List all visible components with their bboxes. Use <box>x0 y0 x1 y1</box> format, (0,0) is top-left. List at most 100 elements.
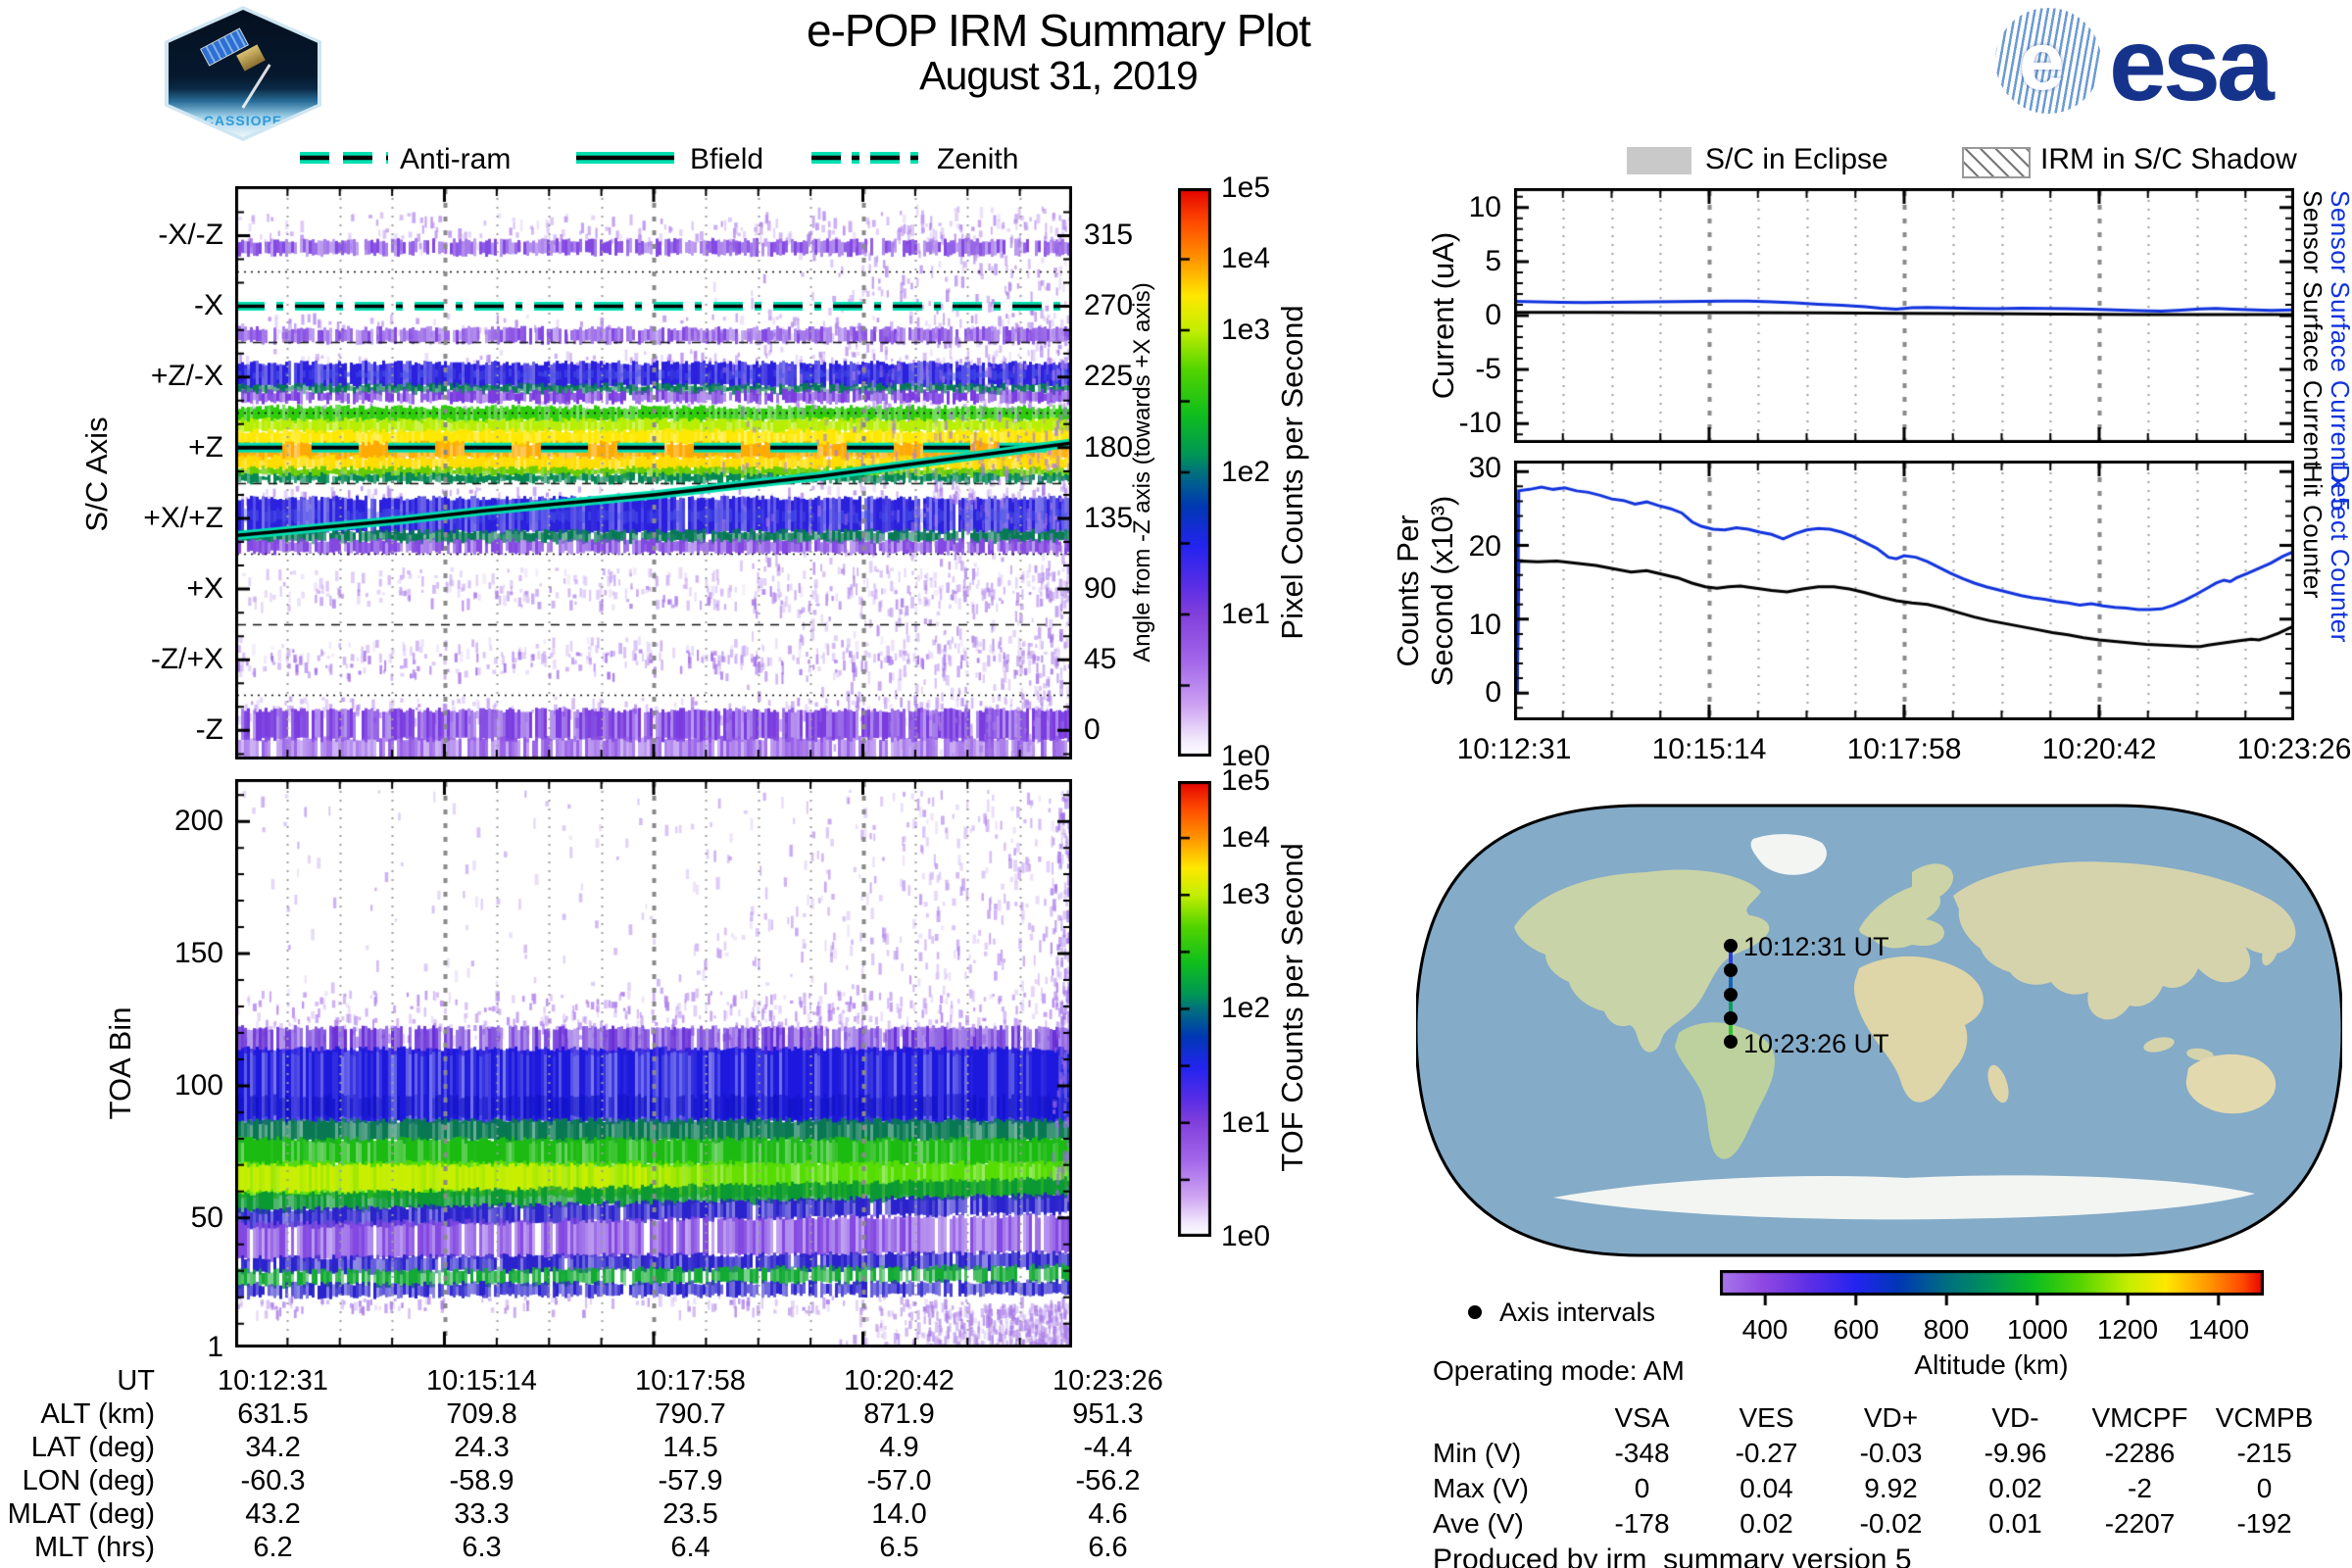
voltage-col-header: VES <box>1739 1402 1794 1433</box>
counts-tick: 0 <box>1485 676 1501 709</box>
toa-spectrogram <box>235 779 1072 1348</box>
cassiope-logo-art: CASSIOPE <box>169 10 318 137</box>
colorbar-tick: 1e2 <box>1221 992 1271 1024</box>
voltage-row-label: Min (V) <box>1433 1438 1522 1468</box>
axis-row-label: -Z/+X <box>150 643 223 675</box>
track-dot <box>1724 939 1738 953</box>
ephemeris-cell: 631.5 <box>237 1398 309 1430</box>
zenith-legend-label: Zenith <box>937 143 1019 175</box>
track-end-time: 10:23:26 UT <box>1743 1029 1889 1058</box>
produced-by-footer: Produced by irm_summary version 5 <box>1433 1544 1912 1568</box>
operating-mode-label: Operating mode: AM <box>1433 1355 1685 1386</box>
ephemeris-cell: 951.3 <box>1072 1398 1144 1430</box>
axis-row-label: +X <box>186 572 223 605</box>
shadow-hatch-swatch-icon <box>1962 147 2031 178</box>
bfield-legend-label: Bfield <box>690 143 764 175</box>
current-tick: 10 <box>1468 191 1501 223</box>
colorbar-tick: 1e5 <box>1221 764 1271 797</box>
counts-tick: 20 <box>1468 530 1501 563</box>
ephemeris-cell: 6.4 <box>670 1532 710 1563</box>
ephemeris-cell: 34.2 <box>245 1432 301 1463</box>
current-tick: -5 <box>1475 353 1501 385</box>
ephemeris-cell: 10:17:58 <box>635 1365 746 1396</box>
axis-row-label: +Z <box>188 431 223 464</box>
voltage-cell: 0.02 <box>1740 1508 1793 1539</box>
bfield-line-icon <box>576 152 674 164</box>
voltage-col-header: VCMPB <box>2215 1402 2314 1433</box>
counters-plot <box>1514 461 2294 720</box>
time-tick: 10:15:14 <box>1651 733 1767 765</box>
ephemeris-cell: 14.5 <box>662 1432 718 1463</box>
ephemeris-cell: 14.0 <box>871 1498 927 1530</box>
ephemeris-cell: 43.2 <box>245 1498 301 1530</box>
hit-counter-label: Hit Counter <box>2298 465 2328 599</box>
anti-ram-line-icon <box>300 152 388 164</box>
esa-globe-icon: e <box>1995 8 2101 114</box>
angle-tick: 225 <box>1084 360 1134 392</box>
voltage-cell: 0 <box>2256 1473 2273 1503</box>
ephemeris-cell: 6.5 <box>879 1532 919 1563</box>
ephemeris-cell: -4.4 <box>1083 1432 1133 1463</box>
axis-intervals-label: Axis intervals <box>1499 1298 1656 1327</box>
cassiope-mission-logo: CASSIOPE <box>165 6 321 141</box>
page-title: e-POP IRM Summary Plot <box>807 5 1311 56</box>
toa-tick: 150 <box>173 937 223 969</box>
sensor-surface-current-label: Sensor Surface Current <box>2298 190 2328 469</box>
track-dot <box>1724 988 1738 1002</box>
voltage-cell: -348 <box>1614 1438 1670 1468</box>
ephemeris-row-lat: LAT (deg) 34.2 24.3 14.5 4.9 -4.4 <box>0 1431 1212 1464</box>
voltage-table-row: Min (V) -348 -0.27 -0.03 -9.96 -2286 -21… <box>1433 1437 2327 1470</box>
shadow-legend-label: IRM in S/C Shadow <box>2040 143 2297 175</box>
voltage-cell: -0.03 <box>1859 1438 1923 1468</box>
voltage-cell: 0.01 <box>1988 1508 2042 1539</box>
tof-colorbar <box>1178 781 1211 1237</box>
voltage-cell: -215 <box>2236 1438 2292 1468</box>
ephemeris-cell: 33.3 <box>454 1498 510 1530</box>
pixel-colorbar-label: Pixel Counts per Second <box>1275 305 1309 640</box>
ephemeris-row-label: MLT (hrs) <box>34 1532 155 1563</box>
voltage-col-header: VMCPF <box>2091 1402 2188 1433</box>
detect-counter-label: Detect Counter <box>2326 465 2352 643</box>
esa-e-glyph: e <box>2019 15 2065 107</box>
ephemeris-cell: -56.2 <box>1075 1465 1141 1496</box>
altitude-tick: 1200 <box>2096 1314 2159 1345</box>
world-map: 10:12:31 UT 10:23:26 UT <box>1416 804 2342 1257</box>
voltage-table-header: VSA VES VD+ VD- VMCPF VCMPB <box>1433 1401 2327 1435</box>
ephemeris-cell: -60.3 <box>240 1465 306 1496</box>
altitude-tick: 1000 <box>2006 1314 2069 1345</box>
current-tick: 0 <box>1485 299 1501 331</box>
altitude-tick: 600 <box>1833 1314 1880 1345</box>
altitude-tick: 400 <box>1741 1314 1788 1345</box>
ephemeris-cell: 10:12:31 <box>218 1365 328 1396</box>
ephemeris-cell: 10:23:26 <box>1053 1365 1163 1396</box>
colorbar-tick: 1e1 <box>1221 1106 1271 1139</box>
altitude-colorbar <box>1720 1270 2264 1307</box>
ephemeris-cell: 6.6 <box>1088 1532 1128 1563</box>
current-tick: 5 <box>1485 245 1501 277</box>
ground-track: 10:12:31 UT 10:23:26 UT <box>1724 932 1889 1058</box>
colorbar-tick: 1e3 <box>1221 314 1271 346</box>
ephemeris-cell: 871.9 <box>863 1398 935 1430</box>
voltage-row-label: Max (V) <box>1433 1473 1529 1503</box>
ephemeris-cell: 4.9 <box>879 1432 919 1463</box>
colorbar-tick: 1e1 <box>1221 598 1271 630</box>
counts-tick: 30 <box>1468 452 1501 484</box>
voltage-cell: -192 <box>2236 1508 2292 1539</box>
ephemeris-cell: 709.8 <box>446 1398 517 1430</box>
altitude-tick: 800 <box>1923 1314 1970 1345</box>
anti-ram-legend-label: Anti-ram <box>400 143 512 175</box>
time-tick: 10:17:58 <box>1846 733 1962 765</box>
voltage-cell: -2207 <box>2104 1508 2176 1539</box>
toa-tick: 1 <box>207 1331 223 1363</box>
pixel-colorbar <box>1178 188 1211 757</box>
toa-tick: 200 <box>173 805 223 837</box>
axis-row-label: -Z <box>195 713 223 746</box>
voltage-cell: -2286 <box>2104 1438 2176 1468</box>
time-tick: 10:23:26 <box>2236 733 2352 765</box>
counts-tick: 10 <box>1468 609 1501 641</box>
ephemeris-cell: -57.9 <box>658 1465 723 1496</box>
current-tick: -10 <box>1458 407 1501 439</box>
ephemeris-cell: 24.3 <box>454 1432 510 1463</box>
angle-tick: 135 <box>1084 502 1134 534</box>
counts-ylabel-line2: Second (x10³) <box>1425 495 1459 687</box>
